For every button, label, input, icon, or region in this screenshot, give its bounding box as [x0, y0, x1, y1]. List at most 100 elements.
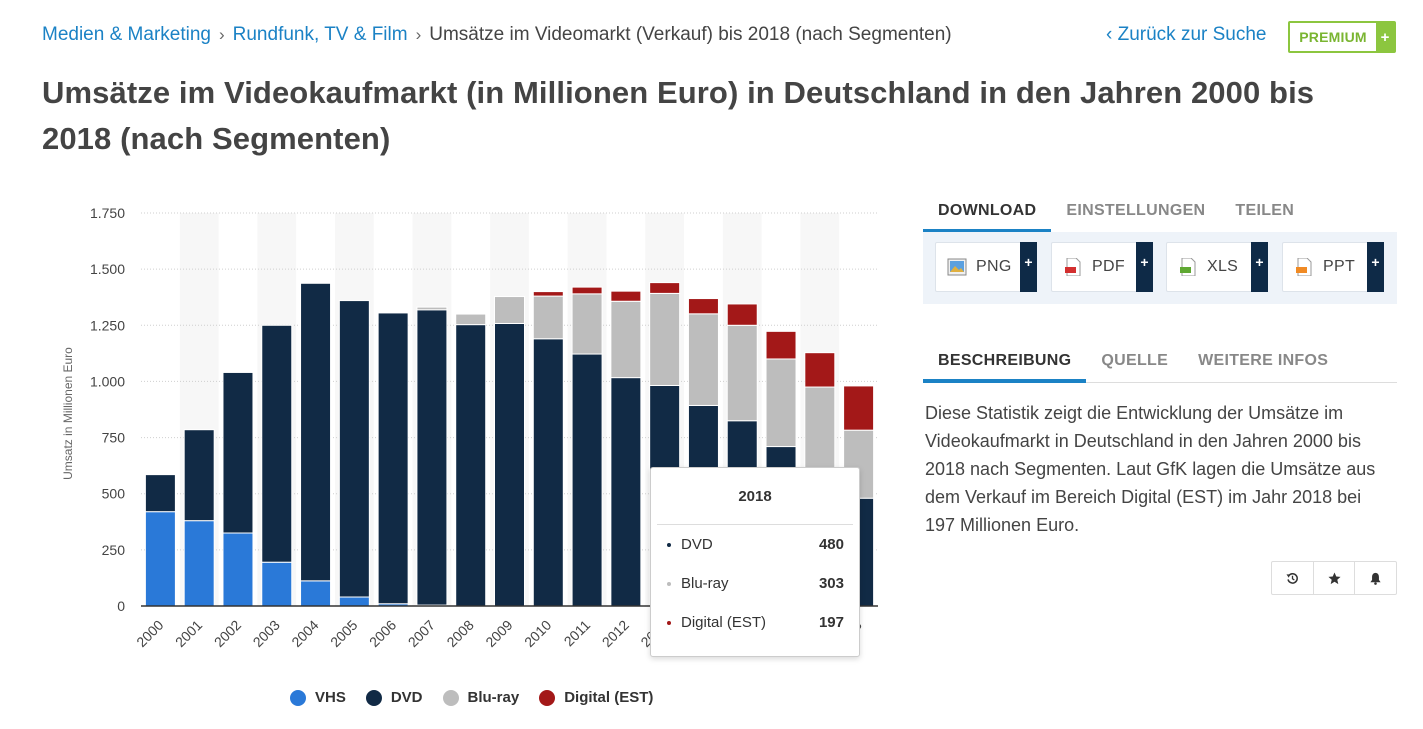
- tooltip-value: 197: [818, 614, 844, 631]
- bar-segment-digital-est-: [649, 282, 681, 294]
- favorite-button[interactable]: [1314, 562, 1356, 594]
- bar-segment-vhs: [222, 532, 254, 607]
- breadcrumb-link-rundfunk[interactable]: Rundfunk, TV & Film: [232, 24, 408, 45]
- history-icon: [1286, 572, 1298, 584]
- chart-legend: VHS DVD Blu-ray Digital (EST): [290, 689, 673, 706]
- bar-segment-digital-est-: [532, 291, 564, 297]
- bar-segment-blu-ray: [804, 386, 836, 477]
- y-tick-label: 1.750: [90, 205, 125, 221]
- bar-segment-dvd: [183, 429, 215, 522]
- bar-segment-blu-ray: [687, 313, 719, 406]
- legend-item-bluray[interactable]: Blu-ray: [442, 689, 520, 706]
- download-label: PDF: [1092, 258, 1125, 275]
- bar-segment-dvd: [416, 309, 448, 606]
- bar-segment-vhs: [183, 520, 215, 607]
- tooltip-series-name: DVD: [681, 536, 713, 553]
- download-png-button[interactable]: PNG +: [935, 242, 1037, 292]
- dot-icon: [667, 581, 671, 586]
- legend-item-dvd[interactable]: DVD: [365, 689, 423, 706]
- bar-segment-digital-est-: [804, 352, 836, 388]
- tooltip-row-bluray: Blu-ray 303: [651, 564, 859, 603]
- notification-button[interactable]: [1355, 562, 1396, 594]
- bar-segment-dvd: [338, 300, 370, 598]
- bar-segment-blu-ray: [494, 296, 525, 324]
- bar-segment-dvd: [532, 338, 564, 607]
- y-tick-label: 750: [102, 430, 126, 446]
- bar-segment-digital-est-: [610, 290, 642, 302]
- history-button[interactable]: [1272, 562, 1314, 594]
- legend-label: Blu-ray: [467, 689, 520, 706]
- bell-icon: [1370, 572, 1381, 585]
- download-label: PNG: [976, 258, 1012, 275]
- legend-swatch: [539, 689, 556, 706]
- x-tick-label: 2005: [327, 617, 360, 650]
- legend-item-digital[interactable]: Digital (EST): [539, 689, 653, 706]
- plus-icon[interactable]: +: [1251, 242, 1268, 292]
- plus-icon[interactable]: +: [1367, 242, 1384, 292]
- bar-segment-digital-est-: [843, 385, 875, 431]
- tooltip-title: 2018: [657, 468, 853, 525]
- y-tick-label: 0: [117, 598, 125, 614]
- download-pdf-button[interactable]: PDF +: [1051, 242, 1153, 292]
- premium-button[interactable]: PREMIUM +: [1288, 21, 1396, 53]
- breadcrumb-link-medien[interactable]: Medien & Marketing: [42, 24, 211, 45]
- x-tick-label: 2007: [405, 617, 438, 650]
- x-tick-label: 2008: [443, 617, 476, 650]
- x-tick-label: 2001: [172, 617, 205, 650]
- bar-segment-vhs: [144, 511, 176, 607]
- bar-segment-dvd: [144, 474, 176, 513]
- legend-swatch: [365, 689, 382, 706]
- tooltip-row-digital: Digital (EST) 197: [651, 603, 859, 642]
- action-buttons: [1271, 561, 1397, 595]
- bar-segment-vhs: [261, 561, 293, 607]
- x-tick-label: 2000: [133, 617, 166, 650]
- dot-icon: [667, 620, 671, 625]
- breadcrumb-separator: ›: [218, 25, 225, 44]
- download-ppt-button[interactable]: PPT +: [1282, 242, 1384, 292]
- legend-label: VHS: [315, 689, 346, 706]
- x-tick-label: 2012: [599, 617, 632, 650]
- y-tick-label: 1.000: [90, 373, 125, 389]
- download-label: PPT: [1323, 258, 1356, 275]
- page-title: Umsätze im Videokaufmarkt (in Millionen …: [42, 75, 1315, 156]
- plus-icon[interactable]: +: [1020, 242, 1037, 292]
- bar-segment-digital-est-: [765, 330, 797, 360]
- tab-quelle[interactable]: QUELLE: [1101, 352, 1169, 369]
- breadcrumb-current: Umsätze im Videomarkt (Verkauf) bis 2018…: [429, 24, 952, 45]
- tab-einstellungen[interactable]: EINSTELLUNGEN: [1066, 202, 1206, 219]
- tooltip-series-name: Blu-ray: [681, 575, 729, 592]
- legend-item-vhs[interactable]: VHS: [290, 689, 346, 706]
- xls-file-icon: [1180, 258, 1196, 276]
- plus-icon[interactable]: +: [1136, 242, 1153, 292]
- bar-segment-dvd: [222, 371, 254, 534]
- legend-swatch: [442, 689, 459, 706]
- chart-tooltip: 2018 DVD 480 Blu-ray 303 Digital (EST) 1…: [650, 467, 860, 657]
- bar-segment-dvd: [377, 312, 409, 605]
- tab-download[interactable]: DOWNLOAD: [923, 196, 1052, 233]
- bar-segment-blu-ray: [416, 306, 448, 311]
- bar-segment-blu-ray: [532, 295, 564, 340]
- png-file-icon: [947, 258, 967, 276]
- download-xls-button[interactable]: XLS +: [1166, 242, 1268, 292]
- star-icon: [1327, 571, 1341, 584]
- breadcrumb: Medien & Marketing › Rundfunk, TV & Film…: [42, 24, 952, 46]
- x-tick-label: 2011: [561, 617, 594, 650]
- description-text: Diese Statistik zeigt die Entwicklung de…: [925, 403, 1376, 535]
- tab-beschreibung[interactable]: BESCHREIBUNG: [923, 346, 1087, 383]
- bar-segment-dvd: [261, 324, 293, 563]
- tooltip-value: 303: [818, 575, 844, 592]
- legend-label: DVD: [390, 689, 423, 706]
- back-to-search-link[interactable]: ‹ Zurück zur Suche: [1106, 24, 1267, 45]
- bar-segment-blu-ray: [455, 313, 487, 326]
- tab-teilen[interactable]: TEILEN: [1235, 202, 1295, 219]
- info-tabs: BESCHREIBUNG QUELLE WEITERE INFOS: [923, 346, 1397, 383]
- dot-icon: [667, 542, 671, 547]
- bar-segment-dvd: [455, 324, 487, 607]
- x-tick-label: 2010: [521, 617, 554, 650]
- bar-segment-dvd: [494, 322, 525, 607]
- bar-segment-dvd: [610, 377, 642, 607]
- tab-weitere-infos[interactable]: WEITERE INFOS: [1198, 352, 1329, 369]
- legend-swatch: [290, 689, 306, 706]
- bar-segment-blu-ray: [726, 324, 758, 422]
- x-tick-label: 2006: [366, 617, 399, 650]
